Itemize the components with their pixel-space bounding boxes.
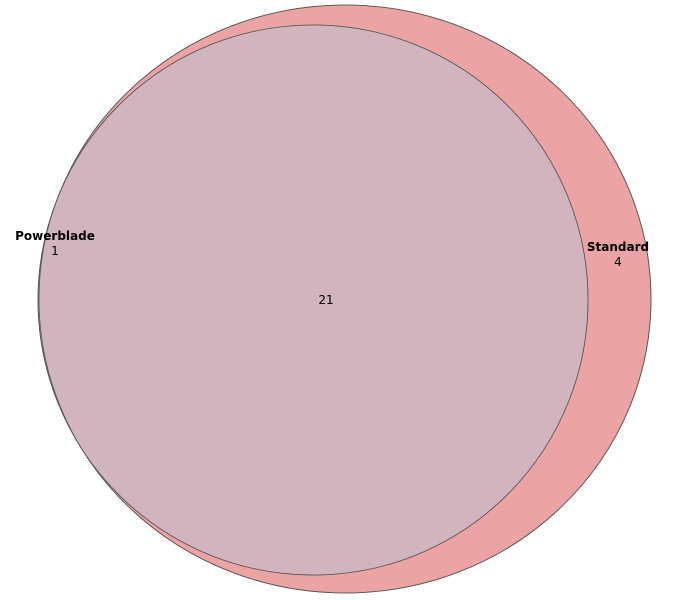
intersection-region	[39, 25, 588, 575]
powerblade-label: Powerblade	[15, 229, 95, 243]
standard-outline	[38, 4, 652, 594]
standard-exclusive-count: 4	[614, 255, 622, 269]
intersection-count: 21	[318, 293, 333, 307]
powerblade-exclusive-count: 1	[51, 244, 59, 258]
powerblade-outline	[37, 24, 589, 576]
standard-label: Standard	[587, 240, 649, 254]
